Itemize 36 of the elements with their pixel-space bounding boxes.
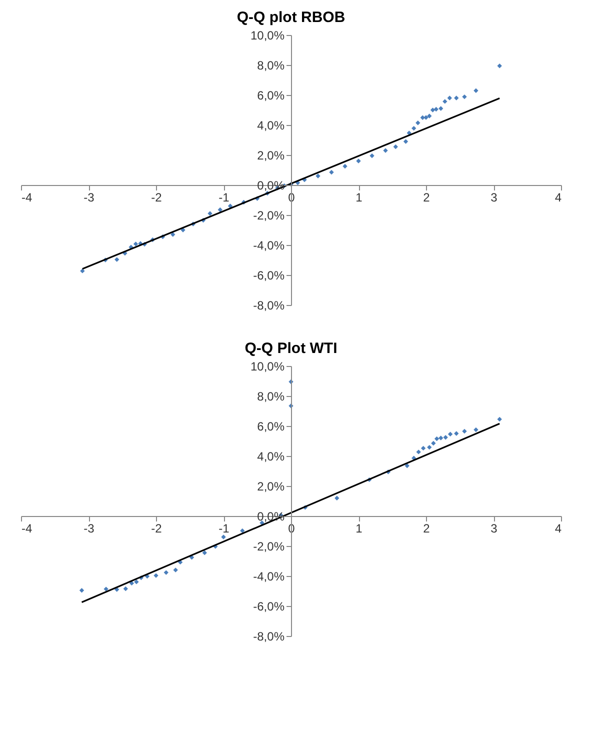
x-tick-label: 4 — [554, 190, 562, 204]
x-tick-label: -4 — [22, 522, 32, 536]
y-tick-label: -8,0% — [253, 298, 285, 312]
y-tick-label: 4,0% — [257, 450, 285, 464]
x-tick-label: -3 — [84, 522, 95, 536]
y-tick-label: -2,0% — [253, 208, 285, 222]
x-tick-label: -3 — [84, 190, 95, 204]
y-tick-label: 2,0% — [257, 148, 285, 162]
y-tick-label: -8,0% — [253, 630, 285, 644]
y-tick-label: -4,0% — [253, 238, 285, 252]
x-tick-label: 2 — [423, 522, 430, 536]
y-tick-label: 4,0% — [257, 118, 285, 132]
chart-title: Q-Q Plot WTI — [244, 340, 338, 357]
y-tick-label: 6,0% — [257, 420, 285, 434]
x-tick-label: 4 — [554, 522, 562, 536]
x-tick-label: -2 — [151, 522, 162, 536]
chart-title: Q-Q plot RBOB — [236, 9, 346, 26]
x-tick-label: 3 — [490, 522, 498, 536]
x-tick-label: 1 — [356, 522, 363, 536]
x-tick-label: 1 — [356, 190, 363, 204]
x-tick-label: -1 — [218, 190, 230, 204]
y-tick-label: 6,0% — [257, 88, 285, 102]
x-tick-label: -1 — [218, 522, 230, 536]
y-tick-label: 8,0% — [257, 58, 285, 72]
y-tick-label: 2,0% — [257, 480, 285, 494]
y-tick-label: -6,0% — [253, 600, 285, 614]
y-tick-label: 8,0% — [257, 390, 285, 404]
y-tick-label: -4,0% — [253, 570, 285, 584]
y-tick-label: -2,0% — [253, 540, 285, 554]
x-tick-label: -2 — [151, 190, 162, 204]
x-tick-label: 3 — [490, 190, 498, 204]
y-tick-label: 10,0% — [250, 360, 285, 374]
y-tick-label: -6,0% — [253, 268, 285, 282]
y-tick-label: 10,0% — [250, 28, 285, 42]
x-tick-label: 2 — [423, 190, 430, 204]
x-tick-label: -4 — [22, 190, 32, 204]
